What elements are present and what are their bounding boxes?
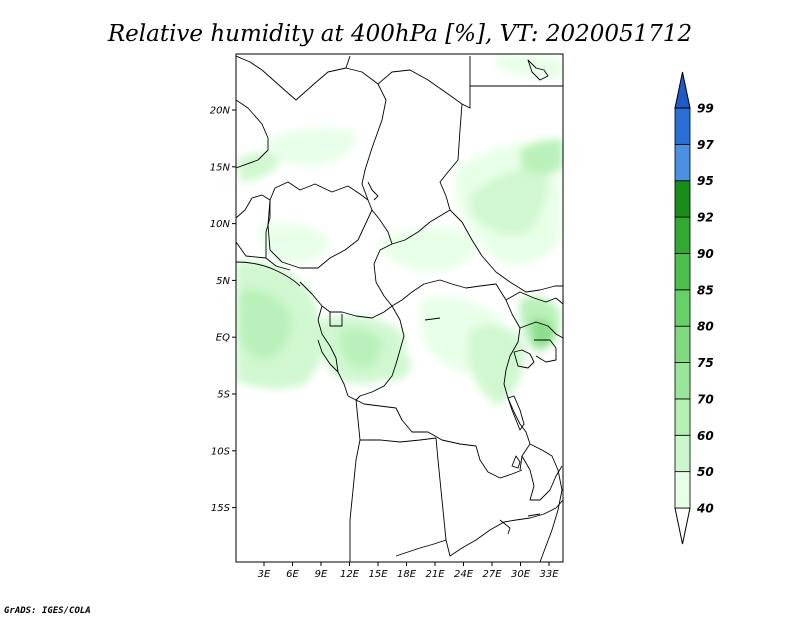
colorbar-label: 92 — [697, 211, 714, 225]
colorbar-label: 90 — [697, 247, 714, 261]
lat-tick-label: 15S — [211, 503, 231, 514]
lon-tick-label: 33E — [539, 569, 559, 580]
lon-tick-label: 15E — [368, 569, 388, 580]
lon-tick-label: 24E — [454, 569, 474, 580]
lon-tick-label: 12E — [340, 569, 360, 580]
grads-credit: GrADS: IGES/COLA — [4, 606, 91, 616]
lat-tick-label: 10N — [210, 219, 231, 230]
colorbar-segment — [674, 434, 691, 473]
lat-tick-label: 15N — [210, 162, 231, 173]
lon-tick-label: 30E — [511, 569, 531, 580]
colorbar-segment — [674, 143, 691, 182]
colorbar-segment — [674, 471, 691, 509]
colorbar-upper-extension — [674, 71, 691, 109]
colorbar-lower-extension — [674, 507, 691, 545]
colorbar-label: 50 — [697, 465, 714, 479]
lat-tick-label: 5N — [216, 276, 230, 287]
colorbar-label: 99 — [697, 102, 714, 116]
colorbar-label: 75 — [697, 356, 714, 370]
colorbar: 40 50 60 70 75 80 85 90 92 95 97 99 — [674, 71, 714, 545]
latitude-axis: 20N 15N 10N 5N EQ 5S 10S 15S — [210, 106, 236, 514]
lon-tick-label: 9E — [315, 569, 328, 580]
lat-tick-label: EQ — [216, 333, 230, 344]
lon-tick-label: 27E — [482, 569, 502, 580]
colorbar-label: 60 — [697, 429, 714, 443]
colorbar-label: 97 — [697, 138, 714, 152]
lat-tick-label: 20N — [210, 106, 231, 117]
colorbar-label: 80 — [697, 320, 714, 334]
lon-tick-label: 21E — [425, 569, 445, 580]
lon-tick-label: 18E — [397, 569, 417, 580]
colorbar-label: 40 — [696, 502, 714, 516]
map-frame — [235, 53, 564, 563]
colorbar-segment — [674, 289, 691, 327]
country-borders — [236, 55, 563, 562]
colorbar-segment — [674, 362, 691, 400]
colorbar-segment — [674, 398, 691, 436]
colorbar-label: 95 — [697, 174, 714, 188]
colorbar-label: 85 — [697, 283, 714, 297]
colorbar-segment — [674, 180, 691, 218]
chart-title: Relative humidity at 400hPa [%], VT: 202… — [107, 21, 692, 47]
map-area — [236, 54, 563, 562]
colorbar-segment — [674, 107, 691, 145]
colorbar-segment — [674, 253, 691, 291]
lon-tick-label: 6E — [286, 569, 299, 580]
humidity-shading — [236, 55, 563, 405]
colorbar-segment — [674, 216, 691, 254]
longitude-axis: 3E 6E 9E 12E 15E 18E 21E 24E 27E 30E 33E — [258, 562, 559, 580]
lon-tick-label: 3E — [258, 569, 271, 580]
colorbar-segment — [674, 325, 691, 363]
lat-tick-label: 5S — [217, 390, 230, 401]
colorbar-label: 70 — [697, 392, 714, 406]
lat-tick-label: 10S — [211, 446, 231, 457]
